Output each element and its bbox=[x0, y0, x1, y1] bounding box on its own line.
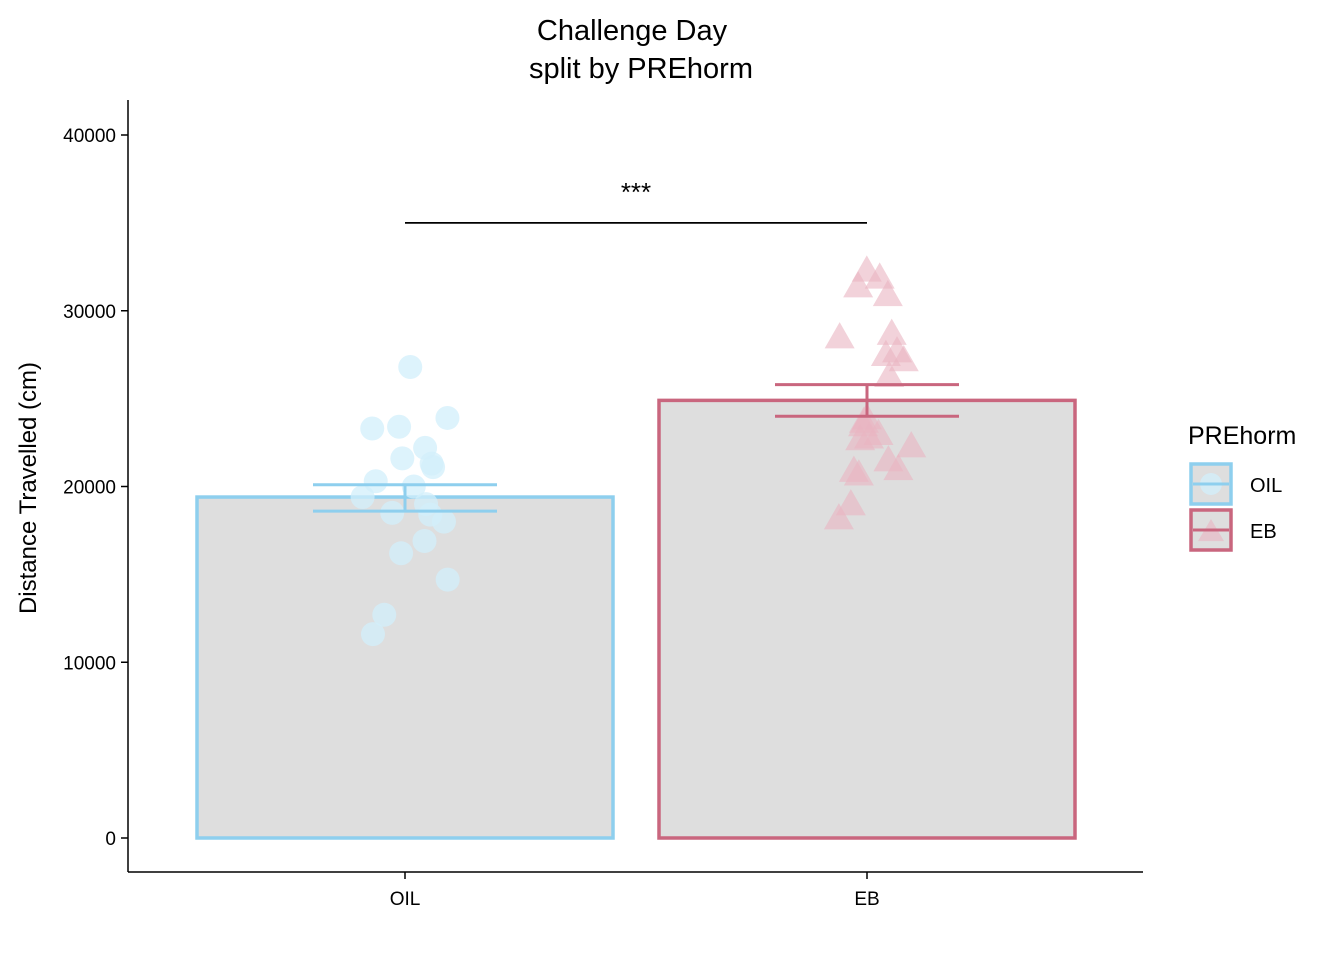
data-point bbox=[874, 360, 905, 388]
data-point bbox=[870, 339, 901, 366]
data-point bbox=[872, 279, 903, 307]
y-tick-label: 20000 bbox=[63, 478, 116, 499]
data-point bbox=[835, 489, 866, 516]
data-point bbox=[412, 528, 437, 553]
legend-label-eb: EB bbox=[1250, 521, 1277, 543]
chart-subtitle: split by PREhorm bbox=[529, 53, 753, 85]
data-point bbox=[824, 322, 855, 349]
data-point bbox=[360, 622, 385, 647]
data-point bbox=[360, 416, 385, 441]
data-point bbox=[888, 344, 919, 372]
data-point bbox=[843, 271, 874, 298]
bar-eb bbox=[657, 398, 1077, 840]
y-tick-label: 10000 bbox=[63, 653, 116, 674]
data-point bbox=[398, 354, 423, 379]
legend-title: PREhorm bbox=[1188, 422, 1296, 450]
data-point bbox=[435, 567, 460, 592]
y-tick-label: 40000 bbox=[63, 126, 116, 147]
legend: PREhorm OIL EB bbox=[1188, 422, 1296, 552]
data-point bbox=[401, 474, 426, 499]
data-point bbox=[350, 485, 375, 510]
data-point bbox=[372, 602, 397, 627]
data-point bbox=[363, 469, 388, 494]
legend-label-oil: OIL bbox=[1250, 475, 1282, 497]
data-point bbox=[421, 455, 446, 480]
data-point bbox=[845, 424, 876, 451]
y-tick-label: 0 bbox=[105, 829, 116, 850]
data-point bbox=[896, 431, 927, 458]
plot-area: 0 10000 20000 30000 40000 OIL EB *** bbox=[63, 100, 1143, 910]
x-tick-label: OIL bbox=[390, 889, 421, 910]
data-point bbox=[390, 446, 415, 471]
y-axis-title: Distance Travelled (cm) bbox=[15, 362, 42, 614]
data-point bbox=[389, 541, 414, 566]
significance-label: *** bbox=[621, 177, 651, 207]
chart-title: Challenge Day bbox=[537, 15, 728, 47]
y-tick-label: 30000 bbox=[63, 302, 116, 323]
data-point bbox=[823, 503, 854, 530]
data-point bbox=[876, 318, 907, 345]
data-point bbox=[435, 405, 460, 430]
data-point bbox=[387, 414, 412, 439]
x-tick-label: EB bbox=[854, 889, 879, 910]
data-point bbox=[838, 455, 869, 482]
data-point bbox=[431, 509, 456, 534]
data-point bbox=[883, 453, 914, 481]
data-point bbox=[380, 500, 405, 525]
